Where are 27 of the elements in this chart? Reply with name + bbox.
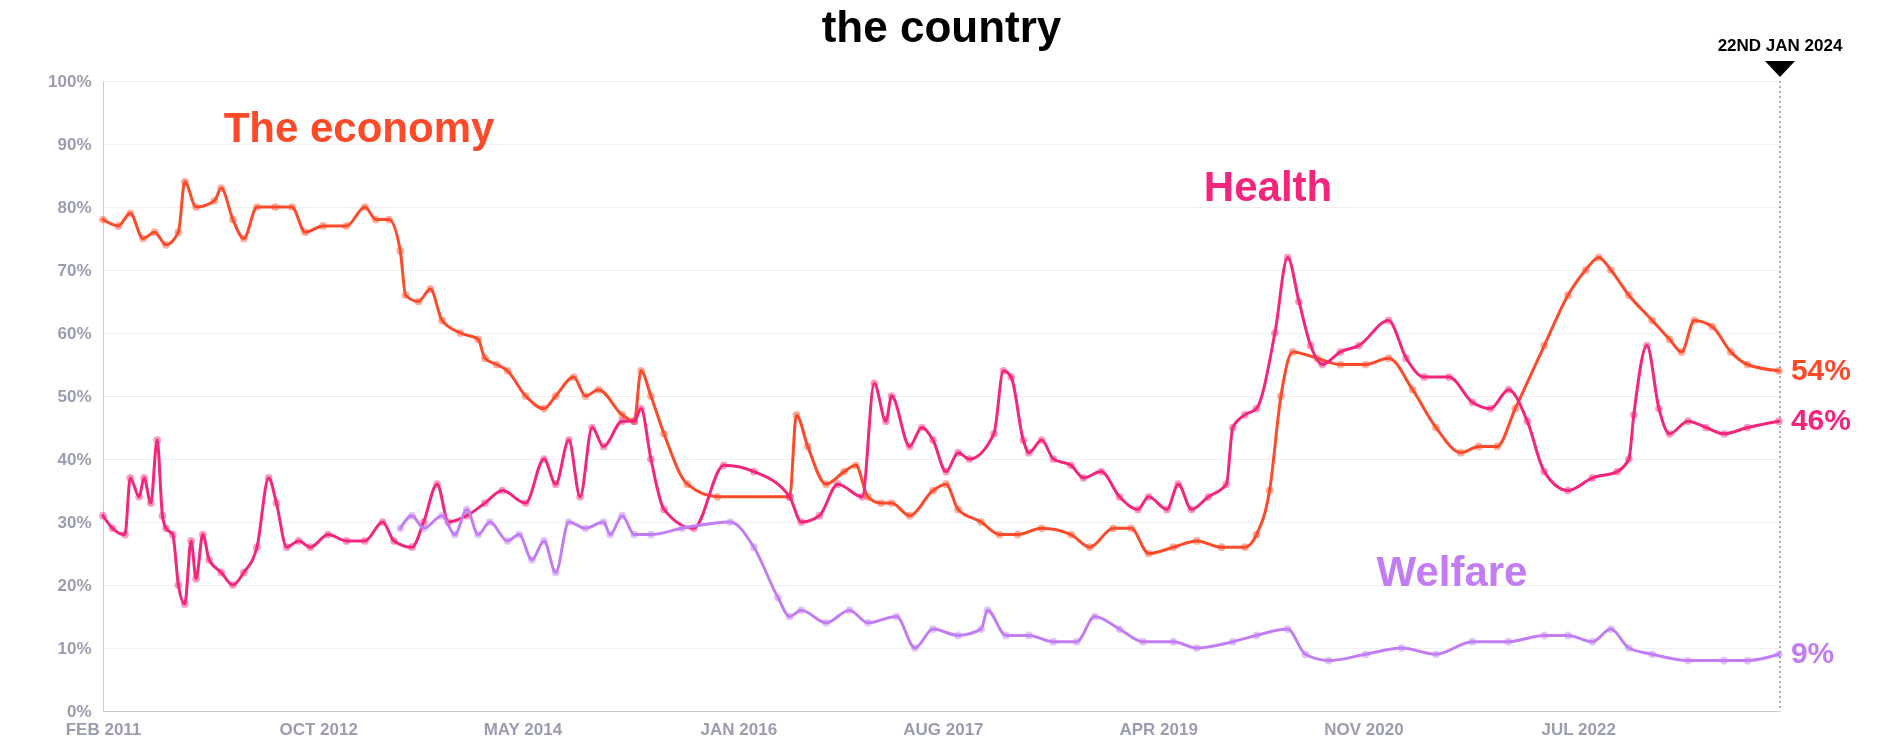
y-tick-label: 40% <box>57 449 92 469</box>
x-tick-label: OCT 2012 <box>279 719 358 739</box>
annotation: 9% <box>1790 636 1835 670</box>
y-tick-label: 50% <box>57 386 92 406</box>
y-tick-label: 60% <box>57 323 92 343</box>
y-tick-label: 30% <box>57 512 92 532</box>
chart-title: the country <box>821 2 1062 51</box>
x-tick-label: APR 2019 <box>1119 719 1198 739</box>
x-tick-label: AUG 2017 <box>903 719 984 739</box>
x-tick-label: FEB 2011 <box>65 719 142 739</box>
ref-line-label: 22ND JAN 2024 <box>1717 36 1843 55</box>
series-label: The economy <box>223 104 495 151</box>
annotation: 46% <box>1790 403 1851 437</box>
annotation: 54% <box>1790 352 1851 386</box>
series-label: Health <box>1203 163 1333 210</box>
x-tick-label: JUL 2022 <box>1541 719 1616 739</box>
y-tick-label: 100% <box>48 71 92 91</box>
y-tick-label: 10% <box>57 638 92 658</box>
y-tick-label: 20% <box>57 575 92 595</box>
y-tick-label: 70% <box>57 260 92 280</box>
x-tick-label: JAN 2016 <box>700 719 778 739</box>
series-label: Welfare <box>1376 548 1528 595</box>
x-tick-label: NOV 2020 <box>1324 719 1404 739</box>
y-tick-label: 0% <box>66 701 92 721</box>
x-tick-label: MAY 2014 <box>483 719 563 739</box>
y-tick-label: 80% <box>57 197 92 217</box>
y-tick-label: 90% <box>57 134 92 154</box>
